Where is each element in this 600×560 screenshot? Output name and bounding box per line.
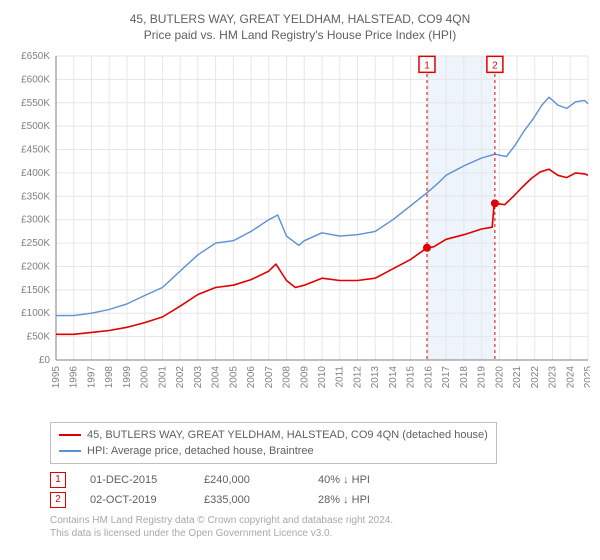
- svg-text:2004: 2004: [211, 366, 222, 389]
- svg-text:2024: 2024: [565, 366, 576, 389]
- svg-text:2016: 2016: [423, 366, 434, 389]
- svg-text:£50K: £50K: [27, 332, 51, 343]
- chart-title-line1: 45, BUTLERS WAY, GREAT YELDHAM, HALSTEAD…: [10, 12, 590, 26]
- svg-text:2020: 2020: [494, 366, 505, 389]
- svg-text:2012: 2012: [352, 366, 363, 389]
- svg-text:2003: 2003: [193, 366, 204, 389]
- legend-swatch-subject: [59, 434, 81, 436]
- svg-text:2010: 2010: [317, 366, 328, 389]
- svg-text:2002: 2002: [175, 366, 186, 389]
- svg-text:2022: 2022: [530, 366, 541, 389]
- event-delta: 28% ↓ HPI: [318, 494, 408, 506]
- event-price: £240,000: [204, 474, 294, 486]
- event-marker-box: 1: [50, 472, 66, 488]
- svg-text:2019: 2019: [477, 366, 488, 389]
- svg-text:2011: 2011: [335, 366, 346, 388]
- svg-text:2018: 2018: [459, 366, 470, 389]
- svg-text:1996: 1996: [69, 366, 80, 389]
- svg-text:2: 2: [492, 60, 498, 71]
- footer-attribution: Contains HM Land Registry data © Crown c…: [50, 514, 590, 540]
- event-marker-box: 2: [50, 492, 66, 508]
- chart-title-line2: Price paid vs. HM Land Registry's House …: [10, 28, 590, 42]
- svg-text:2013: 2013: [370, 366, 381, 389]
- legend-label-hpi: HPI: Average price, detached house, Brai…: [87, 443, 314, 459]
- chart-svg: £0 £50K £100K £150K £200K £250K £300K £350K £400…: [10, 50, 590, 410]
- legend-swatch-hpi: [59, 450, 81, 452]
- svg-text:£600K: £600K: [21, 74, 50, 85]
- event-row: 1 01-DEC-2015 £240,000 40% ↓ HPI: [50, 472, 590, 488]
- svg-text:2008: 2008: [282, 366, 293, 389]
- svg-text:£550K: £550K: [21, 98, 50, 109]
- footer-line1: Contains HM Land Registry data © Crown c…: [50, 514, 590, 527]
- svg-text:£500K: £500K: [21, 121, 50, 132]
- svg-text:£650K: £650K: [21, 51, 50, 62]
- svg-text:2005: 2005: [228, 366, 239, 389]
- svg-text:1997: 1997: [86, 366, 97, 389]
- svg-text:2025: 2025: [583, 366, 590, 389]
- price-chart: £0 £50K £100K £150K £200K £250K £300K £350K £400…: [10, 50, 590, 410]
- svg-text:£0: £0: [39, 355, 51, 366]
- svg-text:2009: 2009: [299, 366, 310, 389]
- events-table: 1 01-DEC-2015 £240,000 40% ↓ HPI 2 02-OC…: [50, 472, 590, 508]
- svg-text:1999: 1999: [122, 366, 133, 389]
- event-date: 02-OCT-2019: [90, 494, 180, 506]
- footer-line2: This data is licensed under the Open Gov…: [50, 527, 590, 540]
- svg-text:1998: 1998: [104, 366, 115, 389]
- svg-text:2021: 2021: [512, 366, 523, 389]
- svg-text:2017: 2017: [441, 366, 452, 389]
- svg-text:2007: 2007: [264, 366, 275, 389]
- svg-text:£150K: £150K: [21, 285, 50, 296]
- svg-text:2023: 2023: [548, 366, 559, 389]
- event-date: 01-DEC-2015: [90, 474, 180, 486]
- svg-text:£250K: £250K: [21, 238, 50, 249]
- legend-row-hpi: HPI: Average price, detached house, Brai…: [59, 443, 488, 459]
- legend-label-subject: 45, BUTLERS WAY, GREAT YELDHAM, HALSTEAD…: [87, 427, 488, 443]
- svg-text:1995: 1995: [51, 366, 62, 389]
- event-price: £335,000: [204, 494, 294, 506]
- svg-text:£200K: £200K: [21, 261, 50, 272]
- svg-text:1: 1: [424, 60, 430, 71]
- event-delta: 40% ↓ HPI: [318, 474, 408, 486]
- svg-text:2001: 2001: [157, 366, 168, 389]
- svg-text:2000: 2000: [140, 366, 151, 389]
- svg-text:2015: 2015: [406, 366, 417, 389]
- svg-text:£350K: £350K: [21, 191, 50, 202]
- event-row: 2 02-OCT-2019 £335,000 28% ↓ HPI: [50, 492, 590, 508]
- svg-text:2006: 2006: [246, 366, 257, 389]
- legend: 45, BUTLERS WAY, GREAT YELDHAM, HALSTEAD…: [50, 422, 497, 464]
- svg-text:£450K: £450K: [21, 145, 50, 156]
- legend-row-subject: 45, BUTLERS WAY, GREAT YELDHAM, HALSTEAD…: [59, 427, 488, 443]
- svg-text:2014: 2014: [388, 366, 399, 389]
- svg-text:£100K: £100K: [21, 308, 50, 319]
- svg-text:£400K: £400K: [21, 168, 50, 179]
- svg-text:£300K: £300K: [21, 215, 50, 226]
